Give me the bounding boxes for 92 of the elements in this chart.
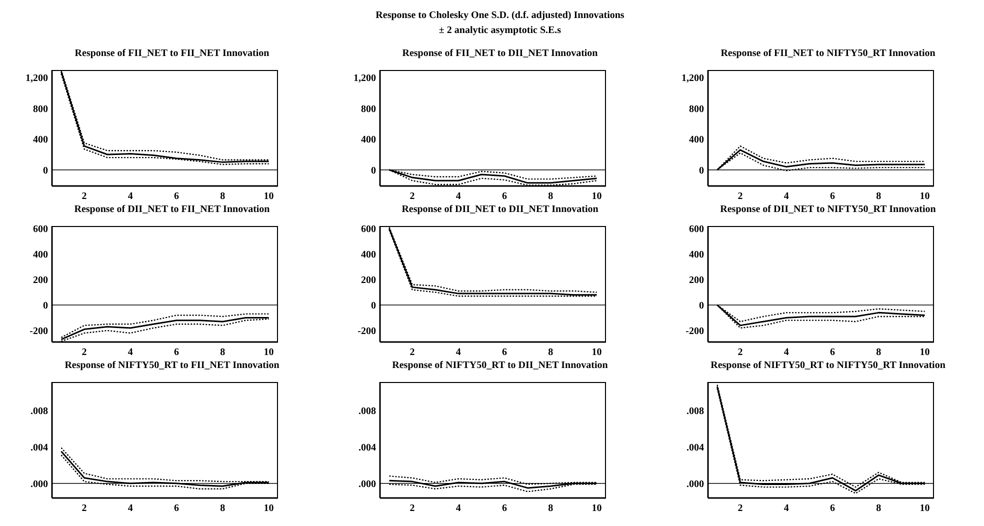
x-tick-label: 8 (548, 191, 554, 202)
chart-title: Response of FII_NET to NIFTY50_RT Innovation (720, 47, 936, 61)
x-tick-label: 10 (264, 347, 274, 358)
x-tick-label: 8 (548, 347, 554, 358)
x-tick-label: 6 (174, 503, 180, 514)
x-tick-label: 4 (456, 347, 461, 358)
x-tick-label: 2 (738, 191, 743, 202)
x-tick-label: 2 (82, 191, 87, 202)
y-tick-label: 400 (361, 250, 376, 261)
x-tick-label: 6 (830, 503, 836, 514)
x-tick-label: 4 (456, 503, 461, 514)
y-tick-label: .008 (686, 406, 704, 417)
x-tick-label: 8 (548, 503, 554, 514)
y-tick-label: 600 (33, 224, 48, 236)
x-tick-label: 10 (264, 503, 274, 514)
x-tick-label: 8 (220, 347, 226, 358)
y-tick-label: -200 (30, 326, 48, 338)
x-tick-label: 10 (592, 347, 602, 358)
y-tick-label: .008 (358, 406, 376, 417)
chart-title: Response of DII_NET to DII_NET Innovation (400, 203, 600, 217)
chart-title: Response of FII_NET to DII_NET Innovation (401, 47, 599, 61)
x-tick-label: 8 (220, 191, 226, 202)
chart-title: Response of NIFTY50_RT to NIFTY50_RT Innovation (710, 359, 946, 373)
y-tick-label: 400 (689, 250, 704, 261)
y-tick-label: .000 (30, 478, 48, 490)
y-tick-label: 400 (361, 134, 376, 146)
y-tick-label: 200 (689, 275, 704, 286)
x-tick-label: 6 (502, 503, 508, 514)
y-tick-label: 200 (361, 275, 376, 286)
chart-title: Response of DII_NET to FII_NET Innovation (73, 203, 271, 217)
chart-title: Response of NIFTY50_RT to DII_NET Innovation (391, 359, 609, 373)
y-tick-label: 800 (689, 104, 704, 115)
y-tick-label: 0 (371, 165, 376, 176)
y-tick-label: .000 (686, 478, 704, 490)
x-tick-label: 8 (876, 503, 882, 514)
x-tick-label: 2 (82, 347, 87, 358)
x-tick-label: 4 (784, 191, 789, 202)
x-tick-label: 10 (592, 503, 602, 514)
chart-title: Response of FII_NET to FII_NET Innovation (74, 47, 270, 61)
x-tick-label: 10 (592, 191, 602, 202)
y-tick-label: .004 (30, 442, 48, 454)
y-tick-label: 1,200 (682, 73, 704, 84)
chart-title: Response of DII_NET to NIFTY50_RT Innovation (719, 203, 937, 217)
x-tick-label: 2 (738, 503, 743, 514)
y-tick-label: -200 (686, 326, 704, 338)
x-tick-label: 8 (876, 191, 882, 202)
y-tick-label: 0 (699, 165, 704, 176)
x-tick-label: 8 (220, 503, 226, 514)
x-tick-label: 2 (410, 191, 415, 202)
x-tick-label: 10 (920, 347, 930, 358)
y-tick-label: 0 (699, 300, 704, 312)
x-tick-label: 2 (738, 347, 743, 358)
x-tick-label: 4 (784, 503, 789, 514)
y-tick-label: .008 (30, 406, 48, 417)
x-tick-label: 6 (502, 347, 508, 358)
y-tick-label: 1,200 (26, 73, 48, 84)
y-tick-label: 0 (43, 165, 48, 176)
x-tick-label: 4 (784, 347, 789, 358)
y-tick-label: 200 (33, 275, 48, 286)
x-tick-label: 10 (264, 191, 274, 202)
y-tick-label: 800 (361, 104, 376, 115)
y-tick-label: .000 (358, 478, 376, 490)
y-tick-label: .004 (358, 442, 376, 454)
y-tick-label: 0 (43, 300, 48, 312)
x-tick-label: 2 (410, 347, 415, 358)
x-tick-label: 2 (410, 503, 415, 514)
y-tick-label: .004 (686, 442, 704, 454)
x-tick-label: 10 (920, 503, 930, 514)
y-tick-label: 400 (689, 134, 704, 146)
y-tick-label: 600 (689, 224, 704, 236)
y-tick-label: 400 (33, 250, 48, 261)
x-tick-label: 2 (82, 503, 87, 514)
text: Response to Cholesky One S.D. (d.f. adjusted) Innovations (374, 9, 626, 23)
x-tick-label: 6 (174, 347, 180, 358)
x-tick-label: 6 (830, 347, 836, 358)
y-tick-label: 1,200 (354, 73, 376, 84)
x-tick-label: 10 (920, 191, 930, 202)
y-tick-label: -200 (358, 326, 376, 338)
x-tick-label: 4 (128, 503, 133, 514)
x-tick-label: 4 (128, 347, 133, 358)
x-tick-label: 4 (128, 191, 133, 202)
x-tick-label: 6 (174, 191, 180, 202)
x-tick-label: 6 (830, 191, 836, 202)
y-tick-label: 0 (371, 300, 376, 312)
y-tick-label: 800 (33, 104, 48, 115)
chart-title: Response of NIFTY50_RT to FII_NET Innovation (64, 359, 280, 373)
y-tick-label: 400 (33, 134, 48, 146)
x-tick-label: 8 (876, 347, 882, 358)
x-tick-label: 4 (456, 191, 461, 202)
x-tick-label: 6 (502, 191, 508, 202)
text: ± 2 analytic asymptotic S.E.s (438, 24, 562, 38)
y-tick-label: 600 (361, 224, 376, 236)
